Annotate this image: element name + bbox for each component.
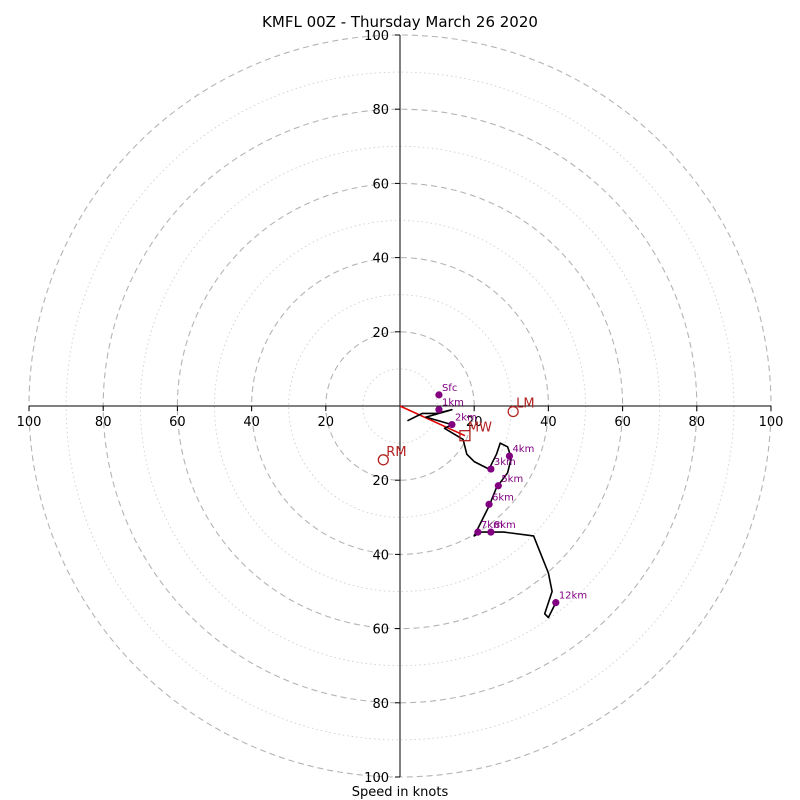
tick-label-right-60: 60 bbox=[614, 415, 631, 430]
height-label-2km: 2km bbox=[455, 413, 477, 424]
storm-marker-rm bbox=[377, 454, 389, 466]
height-label-12km: 12km bbox=[559, 591, 587, 602]
height-marker-1km bbox=[435, 406, 443, 414]
height-label-6km: 6km bbox=[492, 492, 514, 503]
height-marker-sfc bbox=[435, 391, 443, 399]
tick-label-down-80: 80 bbox=[372, 697, 389, 712]
height-marker-12km bbox=[552, 599, 560, 607]
height-marker-3km bbox=[487, 465, 495, 473]
height-marker-7km bbox=[474, 528, 482, 536]
tick-label-right-80: 80 bbox=[689, 415, 706, 430]
tick-label-left-60: 60 bbox=[169, 415, 186, 430]
shear-layer bbox=[399, 405, 466, 437]
tick-label-left-20: 20 bbox=[318, 415, 335, 430]
tick-label-up-100: 100 bbox=[364, 29, 389, 44]
height-label-8km: 8km bbox=[494, 520, 516, 531]
height-label-1km: 1km bbox=[442, 398, 464, 409]
height-marker-4km bbox=[505, 452, 514, 460]
height-marker-5km bbox=[494, 482, 502, 490]
height-marker-6km bbox=[485, 500, 493, 508]
shear-vector bbox=[399, 405, 466, 437]
chart-title: KMFL 00Z - Thursday March 26 2020 bbox=[262, 13, 538, 31]
storm-marker-lm bbox=[507, 405, 519, 418]
tick-label-up-20: 20 bbox=[372, 326, 389, 341]
tick-label-down-60: 60 bbox=[372, 623, 389, 638]
height-label-7km: 7km bbox=[481, 520, 503, 531]
storm-label-mw: MW bbox=[468, 421, 492, 436]
tick-label-down-100: 100 bbox=[364, 771, 389, 786]
tick-label-up-40: 40 bbox=[372, 252, 389, 267]
tick-label-left-100: 100 bbox=[17, 415, 42, 430]
height-label-4km: 4km bbox=[512, 444, 534, 455]
storm-marker-mw bbox=[459, 430, 471, 442]
tick-label-left-80: 80 bbox=[95, 415, 112, 430]
height-label-3km: 3km bbox=[494, 457, 516, 468]
x-axis-label: Speed in knots bbox=[352, 785, 449, 800]
height-marker-8km bbox=[487, 528, 495, 536]
tick-label-down-20: 20 bbox=[372, 474, 389, 489]
tick-label-right-40: 40 bbox=[540, 415, 557, 430]
storm-motion-layer: RM LM MW bbox=[377, 397, 535, 466]
storm-label-lm: LM bbox=[516, 397, 534, 412]
tick-label-left-40: 40 bbox=[243, 415, 260, 430]
tick-label-right-20: 20 bbox=[466, 415, 483, 430]
height-label-5km: 5km bbox=[501, 474, 523, 485]
storm-label-rm: RM bbox=[386, 445, 406, 460]
height-marker-2km bbox=[448, 420, 456, 429]
tick-label-up-60: 60 bbox=[372, 177, 389, 192]
tick-label-up-80: 80 bbox=[372, 103, 389, 118]
tick-label-right-100: 100 bbox=[759, 415, 784, 430]
tick-label-down-40: 40 bbox=[372, 548, 389, 563]
height-label-sfc: Sfc bbox=[442, 383, 457, 394]
ticks-layer: 20 20 20 20 40 40 40 40 60 60 60 60 80 80 80 80 100 100 10… bbox=[17, 29, 784, 786]
